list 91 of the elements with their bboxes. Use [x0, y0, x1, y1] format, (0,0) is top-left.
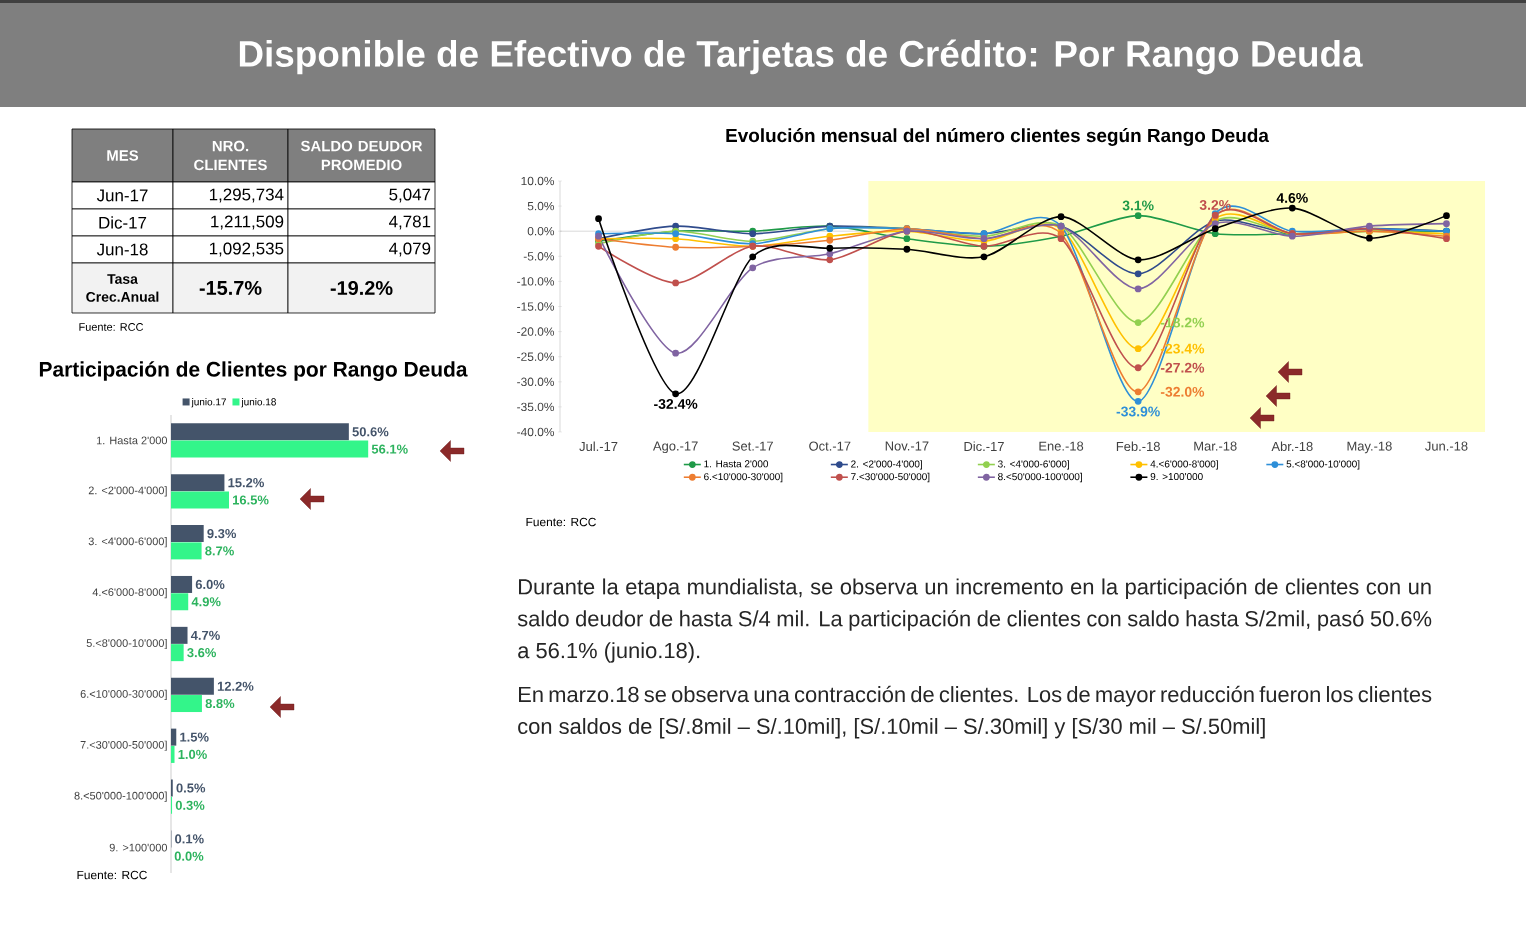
data-label: 4.9%: [191, 597, 221, 607]
chart-title: Evolución mensual del número clientes según Rango Deuda: [726, 128, 1270, 146]
x-tick-label: Jul.-17: [579, 441, 618, 452]
y-tick-label: 8.<50'000-100'000]: [74, 791, 167, 802]
data-label: 8.7%: [205, 546, 234, 556]
y-tick-label: 4.<6'000-8'000]: [92, 588, 167, 599]
y-tick-label: 5.0%: [527, 201, 555, 211]
annotation: -32.4%: [654, 399, 698, 409]
annotation: 3.2%: [1199, 200, 1231, 210]
legend-label: 3. <4'000-6'000]: [998, 460, 1069, 470]
data-label: 0.5%: [176, 783, 206, 793]
text: 4,079: [389, 242, 431, 257]
x-tick-label: May.-18: [1347, 441, 1392, 454]
source-note: Fuente: RCC: [79, 323, 144, 331]
legend-label: 7.<30'000-50'000]: [851, 472, 930, 483]
data-label: 12.2%: [217, 681, 254, 691]
text: 1,092,535: [209, 242, 284, 257]
data-label: 1.5%: [180, 732, 209, 742]
text: Durante la etapa mundialista, se observa un incremento en la participación de clientes con un saldo deudor de hasta S/4 mil. La participación de clientes con saldo hasta S/2mil, pasó 50.6% a 56.1% (junio.18).: [517, 578, 1432, 663]
text: NRO. CLIENTES: [194, 140, 267, 171]
legend-label: 2. <2'000-4'000]: [851, 460, 922, 470]
legend-label: 4.<6'000-8'000]: [1150, 460, 1218, 470]
annotation: -32.0%: [1160, 386, 1205, 397]
text: Dic-17: [99, 216, 147, 229]
x-tick-label: Mar.-18: [1194, 441, 1237, 451]
y-tick-label: -10.0%: [517, 277, 555, 286]
x-tick-label: Feb.-18: [1116, 441, 1160, 452]
text: En marzo.18 se observa una contracción de clientes. Los de mayor reducción fueron los clientes con saldos de [S/.8mil – S/.10mil], [S/.10mil – S/.30mil] y [S/30 mil – S/.50mil]: [518, 685, 1432, 739]
text: 1,211,509: [211, 215, 284, 230]
text: Jun-17: [96, 189, 148, 202]
legend-label: 1. Hasta 2'000: [704, 460, 769, 468]
text: SALDO DEUDOR PROMEDIO: [300, 140, 423, 171]
text: 5,047: [389, 188, 431, 203]
y-tick-label: 6.<10'000-30'000]: [80, 689, 167, 700]
legend-label: 8.<50'000-100'000]: [998, 472, 1082, 483]
annotation: -33.9%: [1116, 406, 1160, 417]
data-label: 56.1%: [371, 444, 408, 454]
y-tick-label: -40.0%: [517, 427, 555, 437]
x-tick-label: Dic.-17: [964, 441, 1004, 452]
x-tick-label: Oct.-17: [809, 441, 851, 451]
y-tick-label: -5.0%: [523, 252, 555, 261]
data-label: 9.3%: [207, 528, 237, 539]
legend-label: 6.<10'000-30'000]: [704, 472, 783, 483]
text: 4,781: [389, 215, 431, 230]
x-tick-label: Ago.-17: [652, 441, 698, 454]
y-tick-label: 3. <4'000-6'000]: [88, 537, 167, 548]
y-tick-label: 2. <2'000-4'000]: [88, 486, 167, 497]
x-tick-label: Nov.-17: [885, 441, 929, 451]
data-label: 1.0%: [178, 749, 207, 760]
annotation: 4.6%: [1276, 193, 1308, 203]
data-label: 0.0%: [174, 851, 204, 861]
y-tick-label: -15.0%: [517, 302, 555, 311]
y-tick-label: 1. Hasta 2'000: [96, 436, 168, 445]
data-label: 50.6%: [352, 427, 389, 437]
text: 1,295,734: [209, 188, 284, 203]
y-tick-label: 10.0%: [521, 176, 555, 186]
legend-label: 9. >100'000: [1150, 473, 1203, 481]
data-label: 4.7%: [190, 630, 220, 640]
text: Disponible de Efectivo de Tarjetas de Crédito: Por Rango Deuda: [239, 39, 1363, 75]
text: Jun-18: [96, 243, 148, 256]
data-label: 3.6%: [187, 648, 217, 658]
legend-label: junio.17: [191, 398, 226, 408]
data-label: 16.5%: [233, 495, 269, 505]
text: MES: [107, 150, 139, 161]
data-label: 0.1%: [175, 834, 204, 844]
y-tick-label: -35.0%: [517, 402, 555, 412]
source-note: Fuente: RCC: [77, 870, 147, 880]
data-label: 6.0%: [195, 579, 225, 590]
x-tick-label: Set.-17: [732, 441, 773, 451]
annotation: 3.1%: [1122, 200, 1154, 211]
legend-label: junio.18: [241, 398, 276, 408]
data-label: 8.8%: [205, 698, 235, 709]
x-tick-label: Ene.-18: [1039, 441, 1084, 451]
data-label: 15.2%: [228, 478, 264, 488]
chart-title: Participación de Clientes por Rango Deuda: [39, 361, 468, 381]
y-tick-label: 9. >100'000: [109, 843, 168, 852]
text: -15.7%: [199, 280, 262, 296]
x-tick-label: Jun.-18: [1425, 441, 1468, 451]
legend-label: 5.<8'000-10'000]: [1286, 460, 1360, 470]
x-tick-label: Abr.-18: [1271, 441, 1313, 452]
y-tick-label: -20.0%: [517, 327, 555, 336]
text: Tasa Crec.Anual: [86, 274, 159, 302]
source-note: Fuente: RCC: [526, 517, 596, 527]
annotation: -27.2%: [1160, 362, 1205, 373]
data-label: 0.3%: [175, 800, 205, 810]
y-tick-label: -25.0%: [517, 352, 555, 361]
y-tick-label: -30.0%: [517, 377, 555, 387]
y-tick-label: 5.<8'000-10'000]: [86, 638, 167, 650]
y-tick-label: 0.0%: [527, 226, 555, 236]
text: -19.2%: [330, 280, 393, 296]
y-tick-label: 7.<30'000-50'000]: [80, 740, 167, 751]
